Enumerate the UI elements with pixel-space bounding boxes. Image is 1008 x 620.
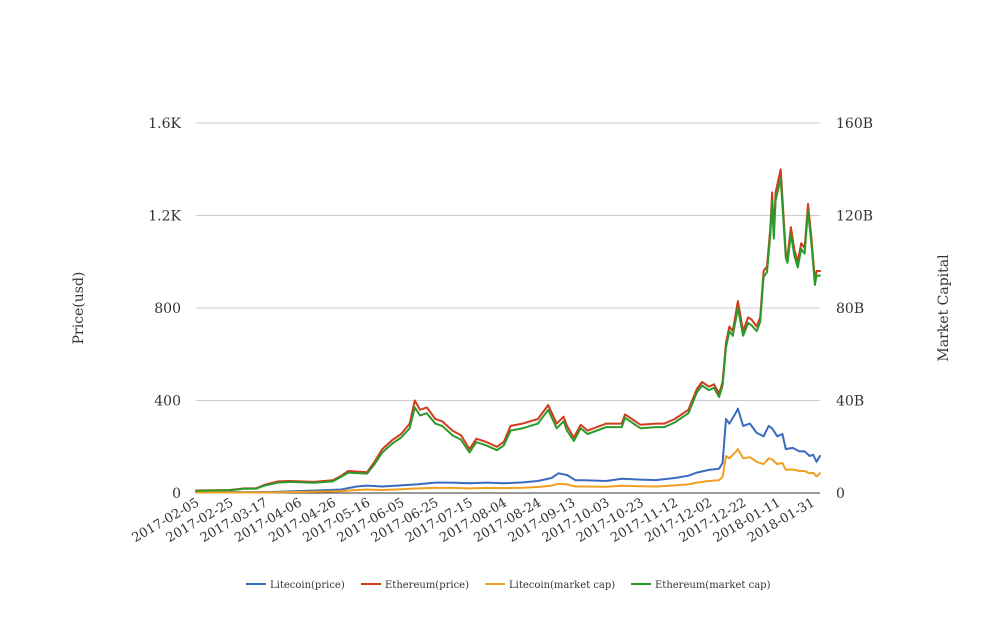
right-tick-label: 160B (836, 116, 873, 132)
legend-label-3: Ethereum(market cap) (655, 580, 771, 591)
right-tick-label: 120B (836, 209, 873, 225)
right-tick-label: 40B (836, 394, 864, 410)
series-line-0 (195, 407, 821, 494)
left-tick-label: 0 (172, 486, 181, 502)
series-layer (195, 168, 821, 494)
left-tick-label: 1.6K (148, 116, 181, 132)
left-tick-label: 400 (154, 394, 181, 410)
left-axis-title: Price(usd) (71, 272, 87, 345)
legend-label-0: Litecoin(price) (270, 580, 345, 591)
legend: Litecoin(price) Ethereum(price) Litecoin(m… (246, 580, 771, 591)
legend-label-2: Litecoin(market cap) (509, 580, 615, 591)
grid-layer (196, 122, 820, 494)
x-axis-ticks: 2017-02-052017-02-252017-03-172017-04-06… (130, 495, 818, 545)
series-line-3 (195, 177, 821, 492)
legend-label-1: Ethereum(price) (385, 580, 469, 591)
right-tick-label: 80B (836, 301, 864, 317)
right-axis-ticks: 0 40B 80B 120B 160B (836, 116, 873, 502)
series-line-1 (195, 168, 821, 492)
left-tick-label: 1.2K (148, 209, 181, 225)
left-axis-ticks: 0 400 800 1.2K 1.6K (148, 116, 181, 502)
right-axis-title: Market Capital (936, 254, 952, 362)
left-tick-label: 800 (154, 301, 181, 317)
series-line-2 (195, 448, 821, 494)
right-tick-label: 0 (836, 486, 845, 502)
